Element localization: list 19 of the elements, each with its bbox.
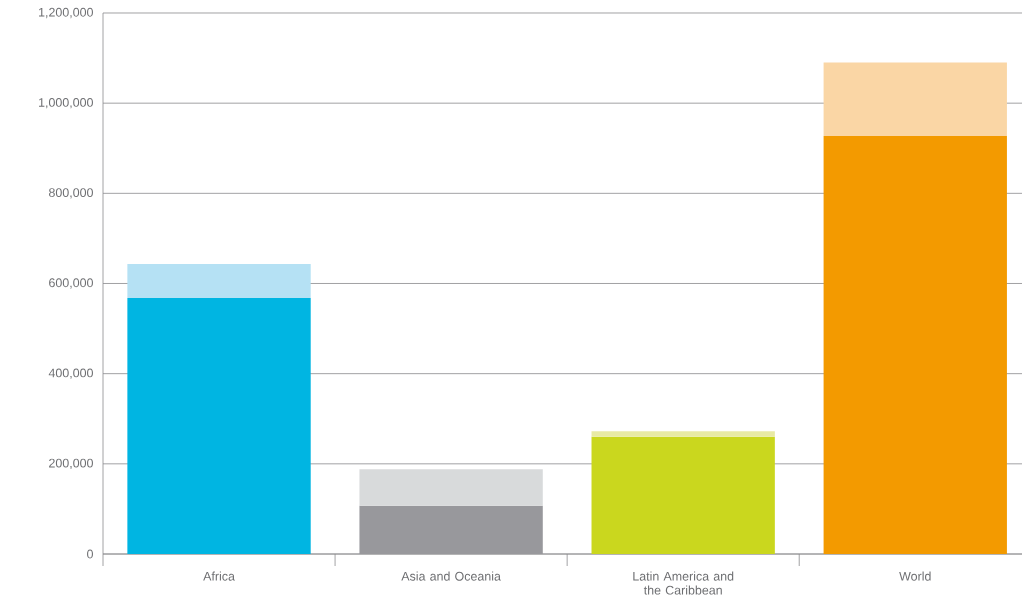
bar — [359, 469, 543, 506]
bar — [127, 297, 311, 554]
bar — [359, 505, 543, 554]
x-tick-label: World — [899, 571, 931, 581]
bar — [591, 431, 775, 437]
y-tick-label: 1,000,000 — [39, 98, 93, 109]
bar — [591, 436, 775, 554]
y-tick-label: 800,000 — [49, 188, 93, 199]
y-tick-label: 400,000 — [48, 368, 93, 379]
y-tick-label: 600,000 — [49, 278, 93, 289]
y-tick-label: 1,200,000 — [39, 7, 93, 19]
bar — [823, 62, 1007, 137]
x-tick-label: Asia and Oceania — [401, 571, 501, 581]
bar — [823, 136, 1007, 554]
y-tick-label: 200,000 — [49, 458, 93, 469]
bar — [127, 264, 311, 298]
y-tick-label: 0 — [87, 549, 93, 559]
x-tick-label: Africa — [203, 571, 235, 581]
x-tick-label: Latin America and the Caribbean — [633, 571, 734, 595]
